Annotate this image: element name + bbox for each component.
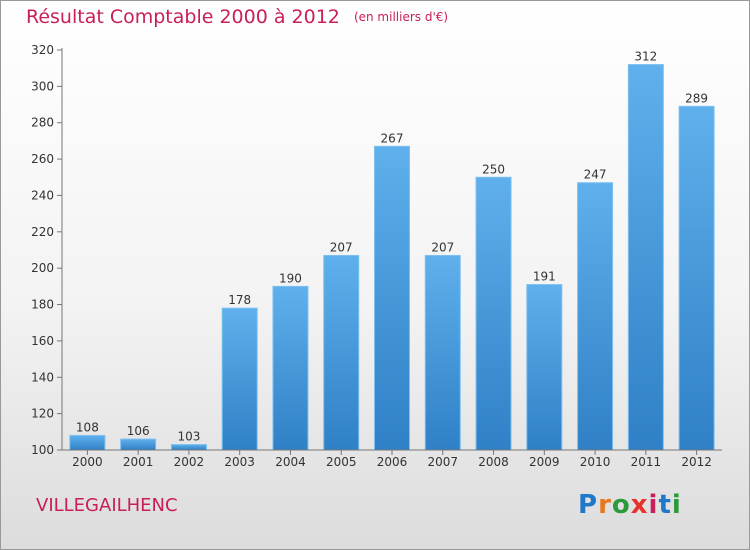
- data-label-2012: 289: [685, 91, 708, 105]
- x-tick-label-2012: 2012: [681, 455, 712, 469]
- data-label-2004: 190: [279, 271, 302, 285]
- bar-2004: [272, 285, 309, 451]
- x-tick-label-2004: 2004: [275, 455, 306, 469]
- x-tick-label-2000: 2000: [72, 455, 103, 469]
- proxiti-logo: Proxiti: [578, 490, 682, 520]
- bar-2012: [678, 105, 715, 451]
- bar-2002: [170, 444, 207, 451]
- logo-letter: i: [648, 490, 659, 520]
- y-tick-label: 140: [31, 370, 54, 384]
- y-tick-label: 120: [31, 407, 54, 421]
- data-label-2001: 106: [127, 424, 150, 438]
- x-tick-label-2002: 2002: [174, 455, 205, 469]
- bar-2003: [221, 307, 258, 451]
- data-label-2011: 312: [634, 50, 657, 64]
- y-tick-label: 180: [31, 298, 54, 312]
- x-tick-label-2008: 2008: [478, 455, 509, 469]
- logo-letter: x: [630, 490, 649, 520]
- y-axis: 100 120 140 160 180 200 220 240 260 280 300 320: [31, 43, 63, 457]
- logo-letter: P: [578, 490, 599, 520]
- data-label-2008: 250: [482, 162, 505, 176]
- y-tick-label: 280: [31, 116, 54, 130]
- bar-2011: [627, 64, 664, 451]
- x-tick-label-2011: 2011: [631, 455, 662, 469]
- x-tick-label-2010: 2010: [580, 455, 611, 469]
- data-label-2000: 108: [76, 420, 99, 434]
- y-tick-label: 260: [31, 152, 54, 166]
- y-tick-label: 160: [31, 334, 54, 348]
- data-label-2009: 191: [533, 270, 556, 284]
- y-tick-label: 300: [31, 79, 54, 93]
- x-tick-label-2005: 2005: [326, 455, 357, 469]
- commune-name: VILLEGAILHENC: [36, 495, 178, 516]
- chart-subtitle: (en milliers d'€): [353, 10, 449, 24]
- y-tick-label: 240: [31, 188, 54, 202]
- bar-2009: [526, 284, 563, 451]
- bar-2001: [120, 438, 157, 451]
- data-label-2006: 267: [381, 131, 404, 145]
- data-label-2002: 103: [177, 430, 200, 444]
- logo-letter: o: [611, 490, 631, 520]
- chart-title: Résultat Comptable 2000 à 2012 (en milli…: [26, 6, 448, 28]
- data-label-2003: 178: [228, 293, 251, 307]
- x-axis: 2000 2001 2002 2003 2004 2005 2006 2007 2008 2009…: [62, 449, 722, 469]
- data-label-2007: 207: [431, 240, 454, 254]
- x-tick-label-2006: 2006: [377, 455, 408, 469]
- logo-letter: t: [658, 490, 672, 520]
- x-tick-label-2007: 2007: [427, 455, 458, 469]
- y-tick-label: 200: [31, 261, 54, 275]
- bar-2000: [69, 434, 106, 451]
- x-tick-label-2009: 2009: [529, 455, 560, 469]
- data-label-2005: 207: [330, 240, 353, 254]
- bars: [69, 64, 715, 451]
- x-tick-label-2001: 2001: [123, 455, 154, 469]
- bar-2007: [424, 254, 461, 451]
- bar-2006: [374, 145, 410, 451]
- bar-2008: [475, 176, 512, 451]
- logo-letter: i: [671, 490, 682, 520]
- y-tick-label: 220: [31, 225, 54, 239]
- x-tick-label-2003: 2003: [224, 455, 255, 469]
- y-tick-label: 320: [31, 43, 54, 57]
- data-labels: 108 106 103 178 190 207 267 207 250 191 247 312 289: [76, 50, 708, 444]
- y-tick-label: 100: [31, 443, 54, 457]
- chart-title-text: Résultat Comptable 2000 à 2012: [26, 6, 340, 28]
- bar-2005: [323, 254, 360, 451]
- bar-2010: [577, 182, 614, 451]
- logo-letter: r: [598, 490, 612, 520]
- data-label-2010: 247: [584, 168, 607, 182]
